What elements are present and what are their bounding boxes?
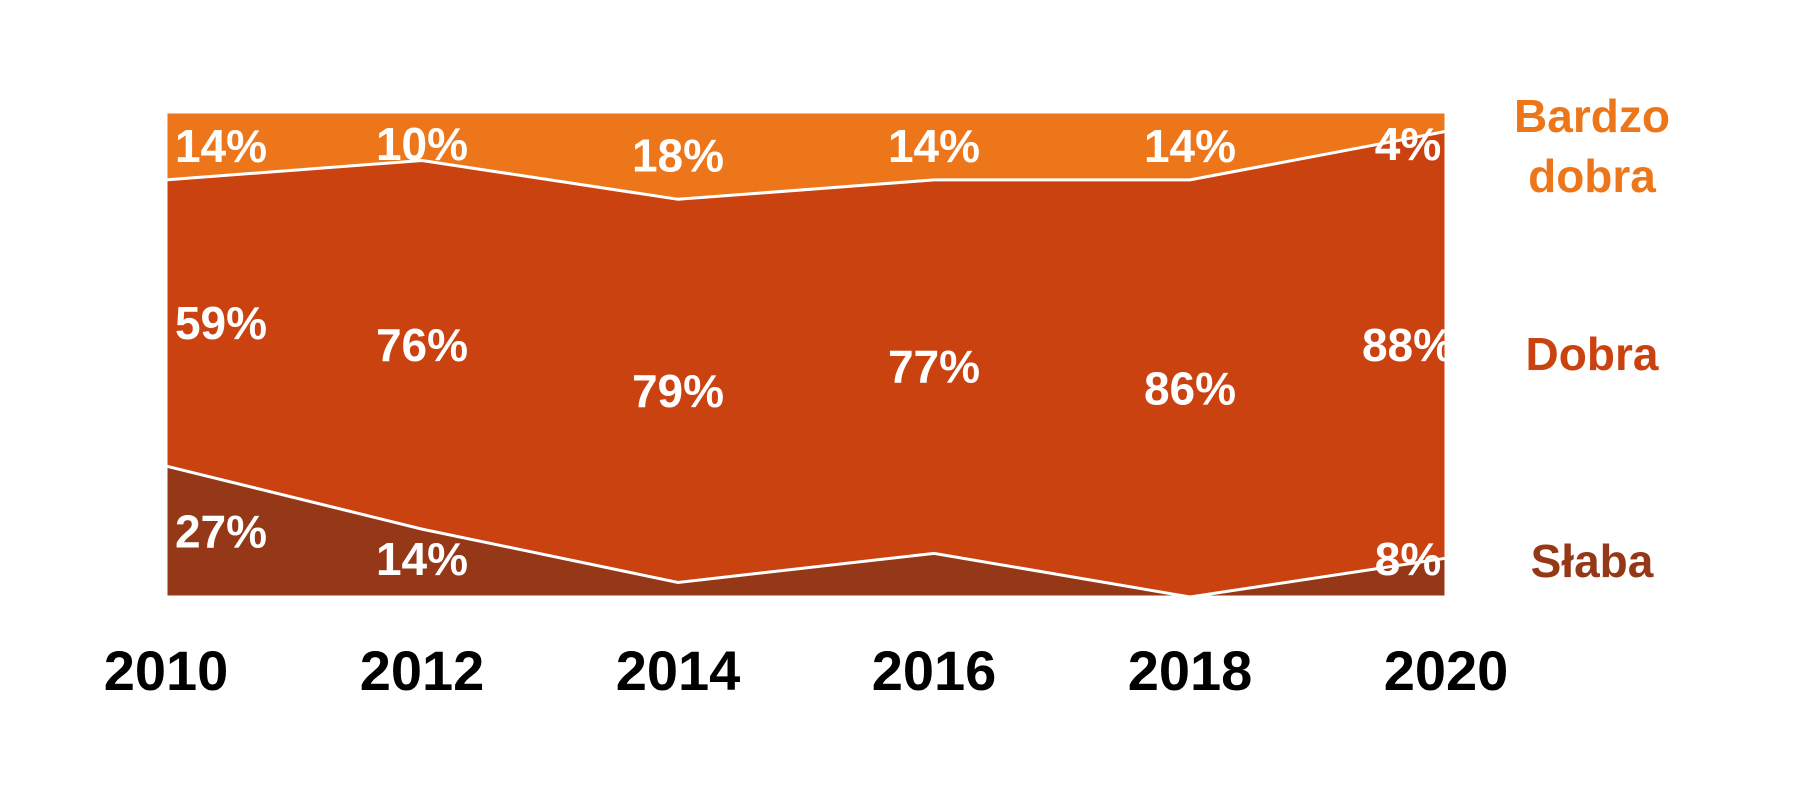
data-label: 18% [632,130,724,182]
data-label: 14% [888,120,980,172]
data-label: 79% [632,365,724,417]
legend-entry-bardzo-dobra: Bardzo dobra [1514,90,1670,202]
data-labels: 27% 14% 8% 59% 76% 79% 77% 86% 88% 14% 10% 18% 14% 14… [175,118,1454,585]
data-label: 76% [376,319,468,371]
data-label: 8% [1375,533,1441,585]
area-bardzo-dobra [166,112,1446,200]
area-layers [166,112,1446,597]
legend-label: Dobra [1526,328,1659,380]
boundary-line [165,129,1447,201]
x-tick-label: 2014 [616,639,741,702]
x-axis-ticks: 2010 2012 2014 2016 2018 2020 [104,639,1509,702]
x-tick-label: 2010 [104,639,229,702]
x-tick-label: 2016 [872,639,997,702]
legend-entry-slaba: Słaba [1531,535,1654,587]
legend-label: dobra [1528,150,1656,202]
x-tick-label: 2020 [1384,639,1509,702]
data-label: 77% [888,341,980,393]
x-tick-label: 2012 [360,639,485,702]
data-label: 10% [376,118,468,170]
legend-label: Bardzo [1514,90,1670,142]
area-dobra [166,131,1446,597]
data-label: 86% [1144,362,1236,414]
data-label: 88% [1362,319,1454,371]
boundary-lines [164,110,1448,599]
data-label: 59% [175,297,267,349]
legend: Bardzo dobra Dobra Słaba [1514,90,1670,587]
data-label: 14% [376,533,468,585]
data-label: 4% [1375,118,1441,170]
legend-label: Słaba [1531,535,1654,587]
boundary-line [165,464,1447,599]
legend-entry-dobra: Dobra [1526,328,1659,380]
area-slaba [166,466,1446,597]
data-label: 14% [1144,120,1236,172]
data-label: 27% [175,506,267,558]
data-label: 14% [175,120,267,172]
x-tick-label: 2018 [1128,639,1253,702]
plot-border [164,110,1448,599]
